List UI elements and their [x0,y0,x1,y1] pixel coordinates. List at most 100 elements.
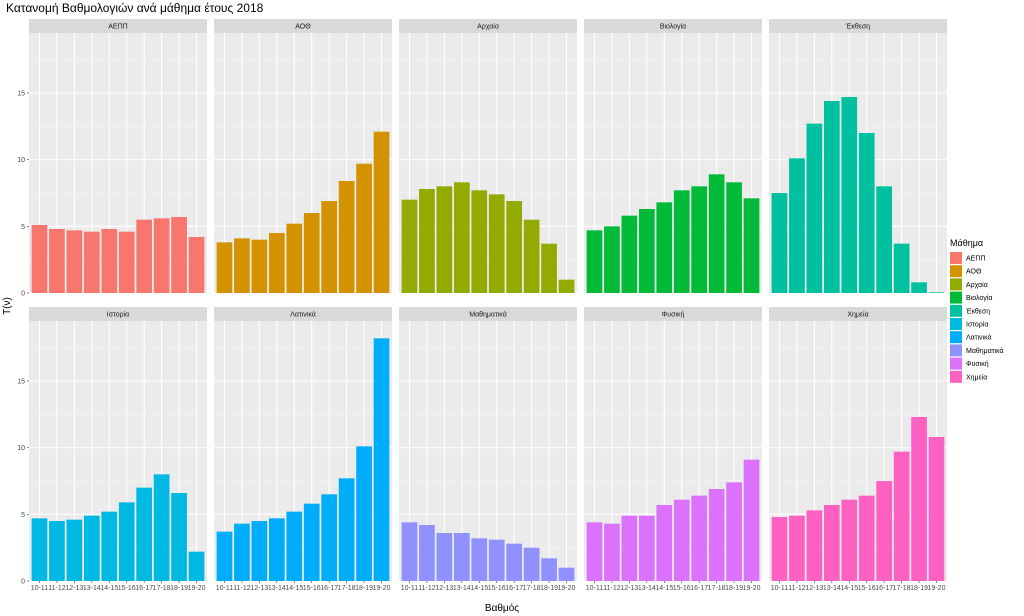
bar-Λατινικά-14-15 [286,511,303,581]
facet-strip-label: ΑΕΠΠ [108,24,127,31]
x-tick-label: 12-13 [250,585,268,592]
x-tick-label: 15-16 [303,585,321,592]
bar-Ιστορία-19-20 [188,551,205,581]
legend-swatch-ΑΟΘ [950,265,962,278]
bar-Ιστορία-13-14 [83,515,100,581]
bar-Φυσική-18-19 [726,482,742,581]
legend-label-ΑΕΠΠ: ΑΕΠΠ [966,256,985,263]
x-tick-label: 19-20 [928,585,946,592]
bar-Χημεία-18-19 [911,417,927,581]
legend-swatch-Μαθηματικά [950,344,962,357]
x-tick-label: 18-19 [355,585,373,592]
x-tick-label: 11-12 [603,585,620,592]
facet-strip-label: Αρχαία [477,23,499,31]
bar-Έκθεση-10-11 [771,193,788,293]
facet-Αρχαία: Αρχαία [399,19,577,294]
bar-Λατινικά-18-19 [356,446,372,581]
bar-Φυσική-14-15 [656,505,673,581]
x-tick-label: 12-13 [620,585,638,592]
bar-Μαθηματικά-10-11 [401,522,418,581]
facet-panels: ΑΕΠΠ 0 5 10 15 ΑΟΘ Αρχαία Βιολογία Έκθεση Ιστορία… [17,19,947,592]
facet-strip [769,19,947,33]
x-tick-label: 17-18 [338,585,356,592]
bar-Λατινικά-13-14 [268,518,285,581]
bar-Φυσική-17-18 [708,489,725,581]
bar-Χημεία-13-14 [823,505,840,581]
x-tick-label: 19-20 [188,585,206,592]
x-tick-label: 10-11 [401,585,418,592]
bar-Βιολογία-19-20 [743,198,760,293]
facet-strip [214,19,392,33]
bar-Βιολογία-12-13 [621,215,638,293]
x-tick-label: 18-19 [910,585,928,592]
legend-title: Μάθημα [950,238,983,248]
bar-ΑΟΘ-14-15 [286,223,303,293]
bar-Αρχαία-16-17 [506,201,523,293]
bar-Αρχαία-19-20 [558,279,575,293]
legend-label-Ιστορία: Ιστορία [966,321,988,329]
bar-Χημεία-17-18 [893,451,910,581]
bar-Φυσική-13-14 [638,515,655,581]
x-tick-label: 15-16 [673,585,691,592]
bar-Μαθηματικά-18-19 [541,558,557,581]
bar-ΑΟΘ-12-13 [251,239,268,293]
bar-Φυσική-11-12 [604,523,620,581]
x-tick-label: 10-11 [586,585,603,592]
legend-swatch-ΑΕΠΠ [950,252,962,264]
legend-swatch-Αρχαία [950,278,962,291]
bar-Έκθεση-14-15 [841,97,858,293]
y-tick-label: 5 [21,512,25,519]
facet-Χημεία: Χημεία 10-11 11-12 12-13 13-14 14-15 15-16 16-1… [769,307,947,592]
legend-label-Αρχαία: Αρχαία [966,281,988,289]
bar-Ιστορία-11-12 [49,521,65,581]
bar-Έκθεση-17-18 [893,243,910,293]
x-tick-label: 13-14 [823,585,841,592]
bar-ΑΕΠΠ-13-14 [83,231,100,293]
legend-label-ΑΟΘ: ΑΟΘ [966,269,982,276]
bar-Έκθεση-15-16 [858,133,875,293]
bar-ΑΕΠΠ-10-11 [31,225,48,293]
legend-label-Έκθεση: Έκθεση [965,308,990,315]
x-tick-label: 12-13 [435,585,453,592]
bar-Βιολογία-18-19 [726,182,742,293]
x-tick-label: 18-19 [170,585,188,592]
y-tick-label: 0 [21,291,25,298]
bar-Έκθεση-19-20 [928,292,945,293]
bar-Αρχαία-10-11 [401,199,418,293]
facet-strip [399,307,577,321]
legend-swatch-Φυσική [950,357,962,370]
bar-Μαθηματικά-13-14 [453,533,470,581]
bar-ΑΕΠΠ-11-12 [49,229,65,293]
y-tick-label: 15 [17,379,25,386]
bar-Μαθηματικά-17-18 [523,547,540,581]
legend-label-Μαθηματικά: Μαθηματικά [966,347,1004,355]
facet-strip [584,307,762,321]
legend-swatch-Ιστορία [950,318,962,330]
facet-strip [29,19,207,33]
legend-label-Βιολογία: Βιολογία [966,294,992,302]
facet-Βιολογία: Βιολογία [584,19,762,294]
y-tick-label: 5 [21,224,25,231]
bar-Έκθεση-12-13 [806,123,823,294]
x-tick-label: 12-13 [65,585,83,592]
x-tick-label: 13-14 [638,585,656,592]
bar-Βιολογία-10-11 [586,230,603,293]
facet-Λατινικά: Λατινικά 10-11 11-12 12-13 13-14 14-15 15-16 16… [214,307,392,592]
legend-label-Λατινικά: Λατινικά [966,334,992,342]
bar-ΑΕΠΠ-16-17 [136,219,153,293]
bar-Λατινικά-15-16 [303,503,320,581]
facet-strip-label: Φυσική [662,312,685,319]
bar-ΑΕΠΠ-17-18 [153,218,170,293]
x-tick-label: 19-20 [373,585,391,592]
bar-Μαθηματικά-11-12 [419,525,435,581]
facet-strip [769,307,947,321]
legend-swatch-Έκθεση [950,304,962,317]
x-tick-label: 11-12 [233,585,250,592]
facet-ΑΕΠΠ: ΑΕΠΠ 0 5 10 15 [17,19,207,298]
bar-Έκθεση-18-19 [911,282,927,293]
chart-title: Κατανομή Βαθμολογιών ανά μάθημα έτους 20… [6,1,264,15]
x-tick-label: 11-12 [418,585,435,592]
bar-Φυσική-19-20 [743,459,760,581]
bar-Χημεία-14-15 [841,499,858,581]
x-tick-label: 16-17 [135,585,153,592]
